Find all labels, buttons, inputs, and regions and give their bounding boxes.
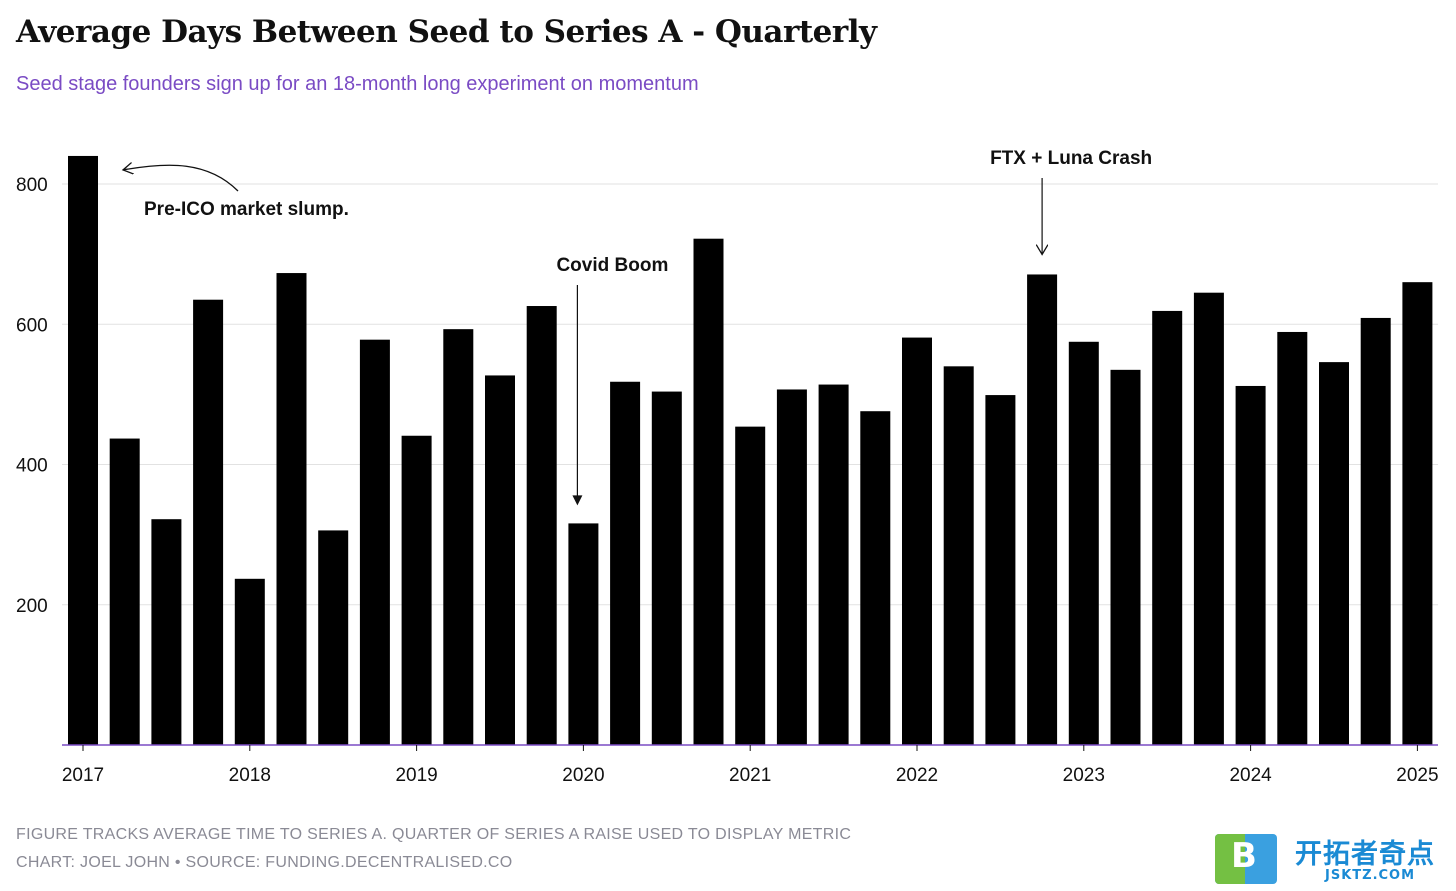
bar [1152,310,1183,745]
bar [1360,317,1391,745]
x-tick-label: 2024 [1229,765,1272,786]
bar [485,375,515,745]
bar [1277,331,1308,745]
bar [359,339,390,745]
y-tick-label: 800 [16,175,48,196]
bar [109,438,140,745]
bar [401,435,432,745]
bar [1193,292,1224,745]
bar [1110,369,1141,745]
annotation-arrow [123,165,239,192]
y-tick-label: 600 [16,315,48,336]
x-tick-label: 2021 [729,765,771,786]
y-axis: 200 400 600 800 [16,175,48,617]
bar [1235,385,1266,745]
x-axis: 2017 2018 2019 2020 2021 2022 2023 2024 2025 [62,744,1439,786]
bar [818,384,849,745]
bar [1068,341,1099,745]
bar [651,391,682,745]
footer-credit: CHART: JOEL JOHN • SOURCE: FUNDING.DECEN… [16,854,513,871]
bar [860,411,891,745]
bar [693,238,724,745]
annotations: Pre-ICO market slump. Covid Boom FTX + Lun… [123,148,1152,506]
bar [276,273,307,745]
bar [776,389,807,745]
x-tick-label: 2018 [229,765,271,786]
annotation-label: Covid Boom [556,255,668,276]
bar [943,366,974,745]
bar [526,306,557,745]
bar [1402,282,1433,745]
bar [1319,362,1349,745]
bar [610,381,641,745]
x-tick-label: 2019 [395,765,437,786]
chart-title: Average Days Between Seed to Series A - … [16,14,877,50]
x-tick-label: 2020 [562,765,604,786]
bar [193,299,224,745]
footer-note: FIGURE TRACKS AVERAGE TIME TO SERIES A. … [16,826,852,843]
bar [234,578,265,745]
bar [568,523,599,745]
y-tick-label: 400 [16,456,48,477]
annotation-arrowhead [572,495,583,506]
annotation-label: FTX + Luna Crash [990,148,1152,169]
chart-subtitle: Seed stage founders sign up for an 18-mo… [16,73,699,95]
x-tick-label: 2023 [1063,765,1105,786]
watermark-text-cn: 开拓者奇点 [1295,839,1435,870]
bar [902,337,932,745]
x-tick-label: 2022 [896,765,938,786]
watermark-logo: B 开拓者奇点 JSKTZ.COM [1215,832,1451,888]
x-tick-label: 2017 [62,765,104,786]
bar [318,530,349,745]
bar [151,519,182,745]
y-tick-label: 200 [16,596,48,617]
annotation-label: Pre-ICO market slump. [144,199,349,220]
bar [985,395,1016,745]
bar [735,426,766,745]
bar [1027,274,1058,745]
bar-series [68,155,1433,745]
watermark-badge-accent [1215,834,1245,884]
bar [443,329,474,745]
watermark-text-en: JSKTZ.COM [1325,868,1416,883]
x-tick-label: 2025 [1396,765,1438,786]
bar [68,155,98,745]
watermark-badge-letter: B [1231,836,1257,876]
